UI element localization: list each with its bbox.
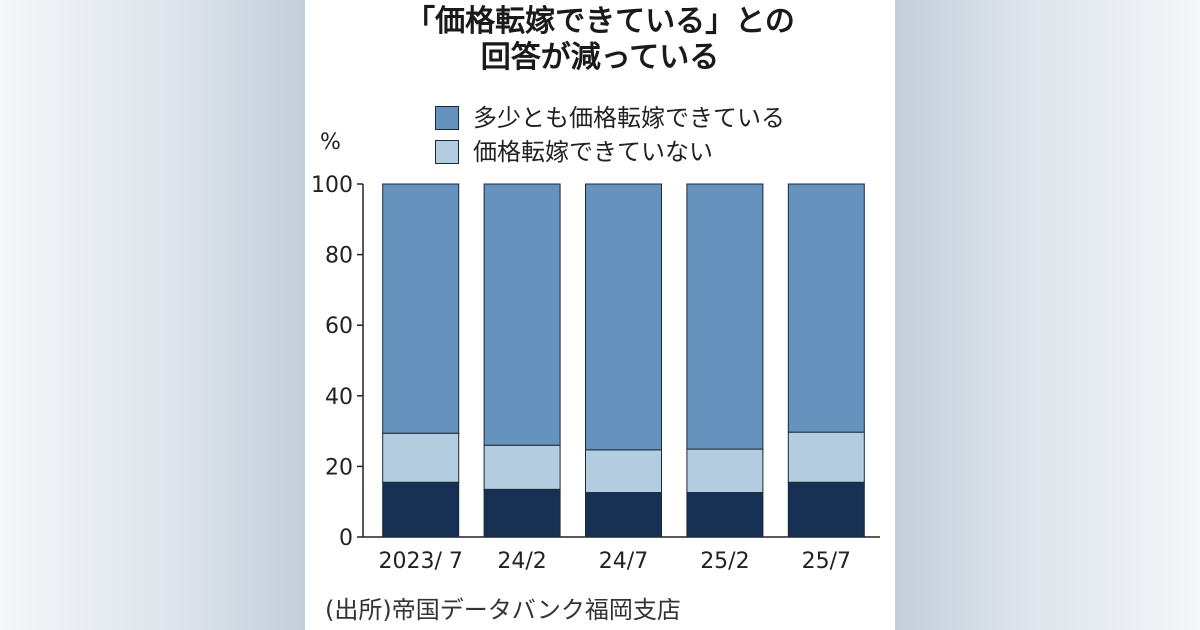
x-tick-label-5: 25/7 [802, 549, 851, 574]
legend-swatch-not-transferred [435, 140, 459, 164]
bar-segment-1-series-2 [382, 432, 460, 483]
y-tick-label-80: 80 [325, 244, 353, 269]
background-right [895, 0, 1200, 630]
chart-title-line-1: 「価格転嫁できている」との [405, 4, 795, 39]
bar-segment-5-series-1 [787, 481, 865, 538]
y-tick-label-20: 20 [325, 455, 353, 480]
bar-segment-3-series-1 [585, 492, 662, 538]
bar-segment-4-series-3 [686, 183, 764, 450]
bar-segment-1-series-1 [382, 481, 460, 538]
legend-label-transferred: 多少とも価格転嫁できている [473, 104, 785, 132]
y-tick-label-0: 0 [339, 526, 353, 551]
background-left [0, 0, 305, 630]
bar-segment-1-series-3 [382, 183, 460, 434]
y-axis-unit-label: % [320, 130, 341, 155]
x-tick-label-2: 24/2 [497, 549, 546, 574]
bar-segment-2-series-1 [483, 488, 561, 538]
bar-segment-4-series-1 [686, 492, 764, 538]
legend-swatch-transferred [435, 106, 459, 130]
source-note: (出所)帝国データバンク福岡支店 [325, 596, 681, 624]
bar-segment-3-series-3 [585, 183, 662, 451]
x-tick-label-4: 25/2 [700, 549, 749, 574]
x-tick-label-1: 2023/ 7 [379, 549, 463, 574]
bar-segment-5-series-3 [787, 183, 865, 433]
chart-plot: 0 20 40 60 80 100 2023/ 7 24/2 24/7 25/2 25/7 [311, 173, 880, 574]
x-tick-label-3: 24/7 [599, 549, 648, 574]
legend-label-not-transferred: 価格転嫁できていない [473, 138, 713, 166]
bar-segment-3-series-2 [585, 449, 662, 494]
bar-segment-2-series-2 [483, 444, 561, 490]
y-tick-label-60: 60 [325, 314, 353, 339]
y-tick-label-40: 40 [325, 385, 353, 410]
chart-panel: 「価格転嫁できている」との 回答が減っている 多少とも価格転嫁できている 価格転… [305, 0, 895, 630]
chart-title-line-2: 回答が減っている [480, 40, 720, 75]
bar-segment-5-series-2 [787, 431, 865, 483]
bar-segment-4-series-2 [686, 448, 764, 494]
y-tick-label-100: 100 [311, 173, 353, 198]
bar-segment-2-series-3 [483, 183, 561, 446]
